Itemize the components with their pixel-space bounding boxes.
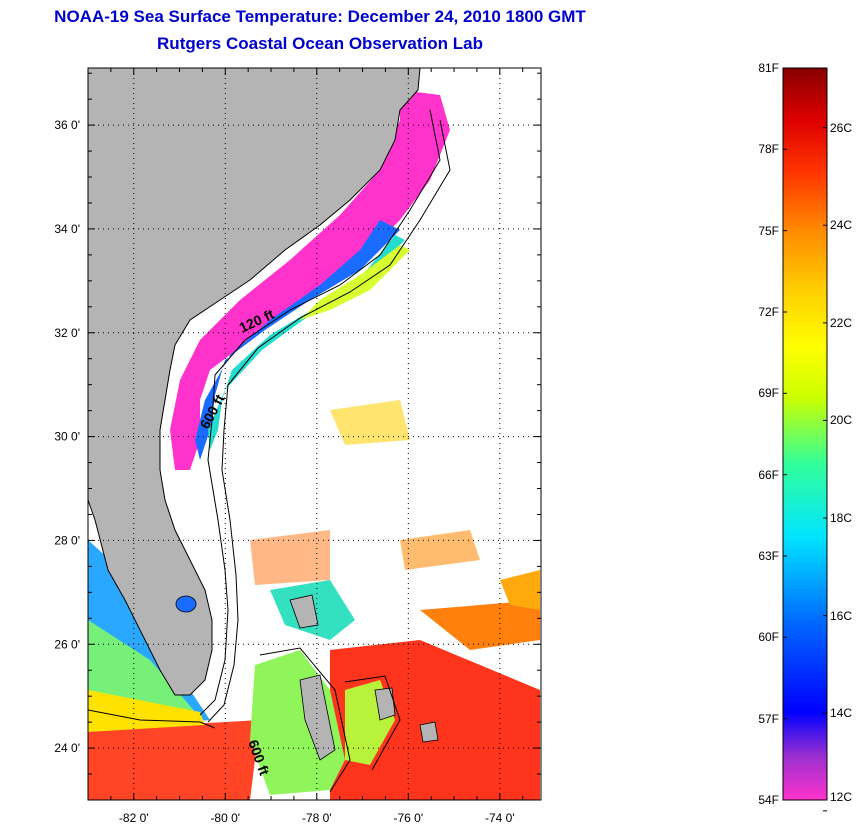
map-area <box>88 68 541 800</box>
lat-label: 24 0' <box>54 741 80 755</box>
colorbar-label-fahrenheit: 69F <box>758 386 779 401</box>
map-graticule <box>88 68 541 800</box>
map-frame <box>87 67 542 801</box>
colorbar-ticks <box>783 67 827 812</box>
colorbar-label-celsius: 22C <box>830 315 853 330</box>
colorbar-label-fahrenheit: 72F <box>758 305 779 319</box>
colorbar-label-celsius: 24C <box>830 218 853 233</box>
colorbar-label-fahrenheit: 66F <box>758 467 779 482</box>
colorbar-label-celsius: 18C <box>830 511 853 526</box>
lon-label: -76 0' <box>393 811 423 825</box>
map-axis-ticks <box>88 68 541 800</box>
lon-label: -82 0' <box>119 811 149 825</box>
colorbar-label-celsius: 12C <box>830 790 853 804</box>
colorbar-label-celsius: 26C <box>830 120 853 135</box>
map-title: NOAA-19 Sea Surface Temperature: Decembe… <box>54 7 586 26</box>
lon-label: -80 0' <box>210 811 240 825</box>
colorbar-label-fahrenheit: 54F <box>758 793 779 807</box>
colorbar-label-celsius: 20C <box>830 413 853 428</box>
colorbar-label-fahrenheit: 63F <box>758 549 779 563</box>
lat-label: 30 0' <box>54 430 80 444</box>
colorbar <box>782 67 828 801</box>
lat-label: 26 0' <box>54 637 80 651</box>
colorbar-label-fahrenheit: 60F <box>758 630 779 645</box>
map-axis-labels: 36 0' 34 0' 32 0' 30 0' 28 0' 26 0' 24 0' -82 0… <box>54 118 514 825</box>
colorbar-label-fahrenheit: 81F <box>758 61 779 75</box>
lon-label: -78 0' <box>302 811 332 825</box>
map-subtitle: Rutgers Coastal Ocean Observation Lab <box>157 34 483 53</box>
sst-warm-patches <box>88 400 540 800</box>
colorbar-label-fahrenheit: 57F <box>758 711 779 726</box>
cold-coastal-band <box>170 90 450 470</box>
lat-label: 28 0' <box>54 533 80 547</box>
bahamas-islands <box>289 594 439 743</box>
colorbar-label-fahrenheit: 78F <box>758 142 779 157</box>
colorbar-label-celsius: 16C <box>830 608 853 623</box>
depth-contours <box>88 109 451 793</box>
lat-label: 34 0' <box>54 222 80 236</box>
lat-label: 36 0' <box>54 118 80 132</box>
colorbar-label-celsius: 14C <box>830 706 853 721</box>
colorbar-label-fahrenheit: 75F <box>758 223 779 238</box>
lon-label: -74 0' <box>485 811 515 825</box>
land-southeast-us <box>88 68 421 696</box>
lat-label: 32 0' <box>54 326 80 340</box>
